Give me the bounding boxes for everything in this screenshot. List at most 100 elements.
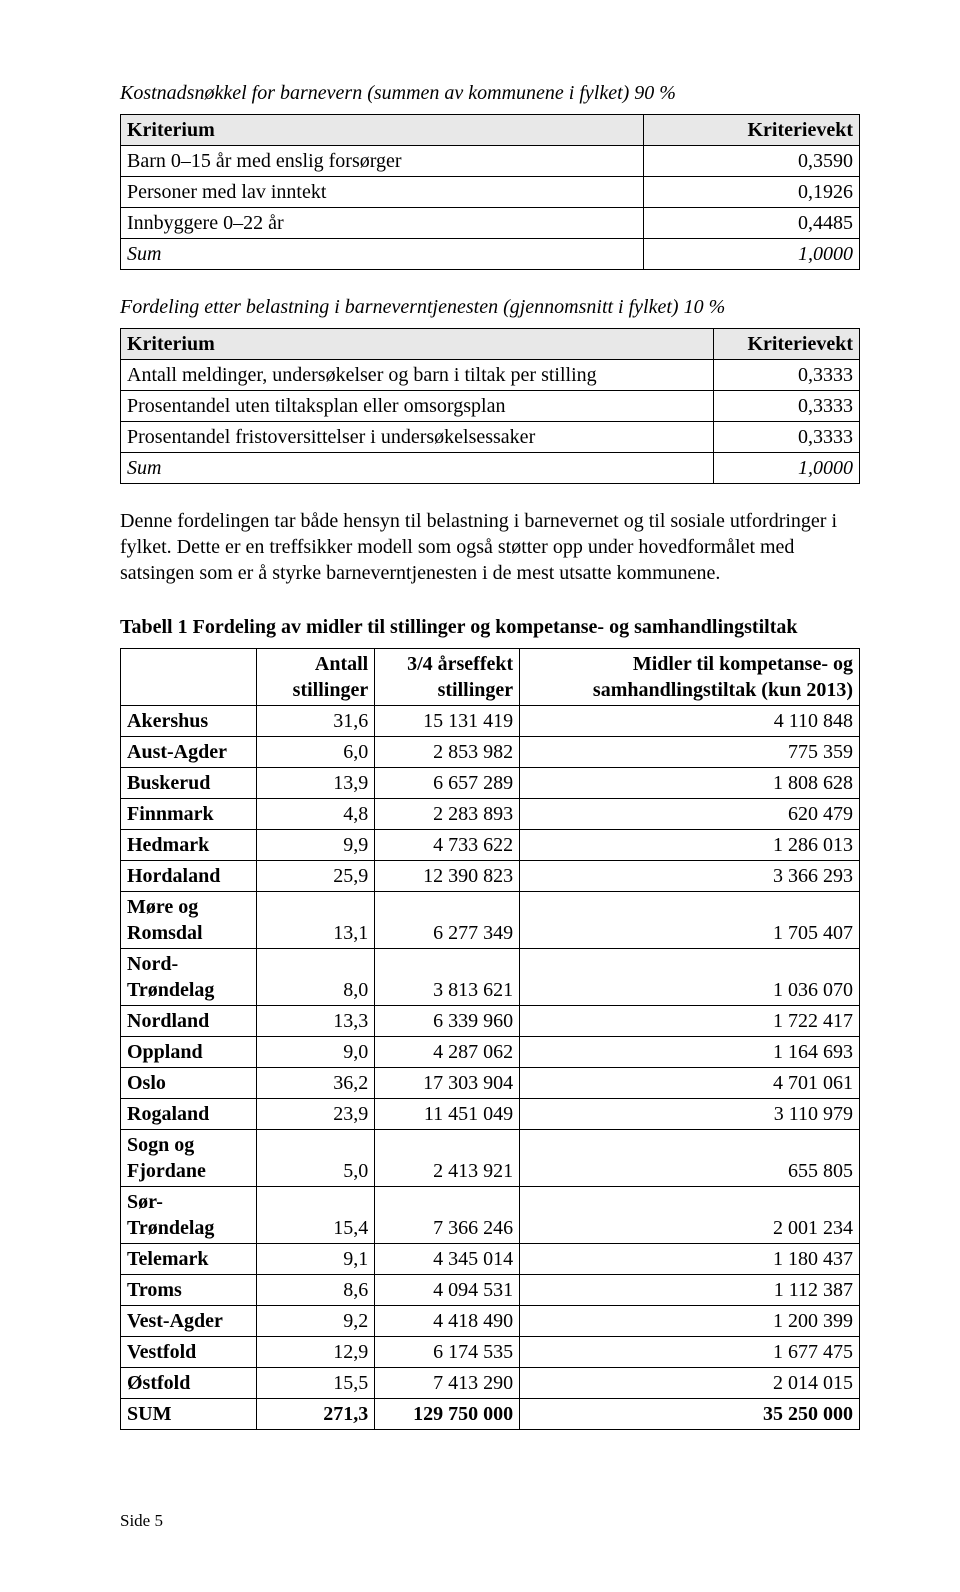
table-row-v3: 775 359 [520,737,860,768]
table1-header-kriterium: Kriterium [121,115,644,146]
table-row-v2: 11 451 049 [375,1099,520,1130]
table-row-v2: 6 277 349 [375,892,520,949]
page-footer: Side 5 [120,1510,860,1532]
table-row-v2: 4 418 490 [375,1306,520,1337]
table-sum-name: SUM [121,1399,257,1430]
table-row-v3: 4 701 061 [520,1068,860,1099]
table-row-name: Oppland [121,1037,257,1068]
table-row-v3: 1 722 417 [520,1006,860,1037]
table3-header-blank [121,649,257,706]
table-row-label: Prosentandel fristoversittelser i unders… [121,422,714,453]
table-row-v2: 6 174 535 [375,1337,520,1368]
table-row-v1: 8,0 [257,949,375,1006]
table-row-v2: 17 303 904 [375,1068,520,1099]
table-row-v2: 2 283 893 [375,799,520,830]
table-row-name: Buskerud [121,768,257,799]
table-row-v2: 4 287 062 [375,1037,520,1068]
table-row-v2: 4 345 014 [375,1244,520,1275]
table-row-name: Rogaland [121,1099,257,1130]
table3-caption: Tabell 1 Fordeling av midler til stillin… [120,614,860,640]
table3-header-midler: Midler til kompetanse- og samhandlingsti… [520,649,860,706]
table-row-name: Telemark [121,1244,257,1275]
table3-header-antall: Antall stillinger [257,649,375,706]
table-row-v1: 31,6 [257,706,375,737]
table-row-label: Prosentandel uten tiltaksplan eller omso… [121,391,714,422]
table-row-v2: 4 733 622 [375,830,520,861]
table-row-label: Innbyggere 0–22 år [121,208,644,239]
table-row-v2: 12 390 823 [375,861,520,892]
table-kostnadsnokkel: Kriterium Kriterievekt Barn 0–15 år med … [120,114,860,270]
table-row-v2: 3 813 621 [375,949,520,1006]
table-sum-label: Sum [121,453,714,484]
table-fordeling-belastning: Kriterium Kriterievekt Antall meldinger,… [120,328,860,484]
table-row-v3: 1 180 437 [520,1244,860,1275]
table-sum-v2: 129 750 000 [375,1399,520,1430]
table-row-v1: 25,9 [257,861,375,892]
table-sum-v3: 35 250 000 [520,1399,860,1430]
table-row-v3: 1 677 475 [520,1337,860,1368]
section2-heading: Fordeling etter belastning i barneverntj… [120,294,860,320]
table-row-name: Møre og Romsdal [121,892,257,949]
table-row-value: 0,3333 [714,422,860,453]
table-row-value: 0,3333 [714,391,860,422]
table-row-v3: 620 479 [520,799,860,830]
table-row-v1: 15,4 [257,1187,375,1244]
table2-header-kriterievekt: Kriterievekt [714,329,860,360]
table-row-v3: 1 112 387 [520,1275,860,1306]
table-row-value: 0,3333 [714,360,860,391]
table-row-v3: 1 705 407 [520,892,860,949]
table-row-label: Antall meldinger, undersøkelser og barn … [121,360,714,391]
table-row-name: Sogn og Fjordane [121,1130,257,1187]
table-row-v1: 9,1 [257,1244,375,1275]
table-row-v1: 15,5 [257,1368,375,1399]
body-paragraph: Denne fordelingen tar både hensyn til be… [120,508,860,586]
table-row-v3: 2 001 234 [520,1187,860,1244]
table-row-name: Hedmark [121,830,257,861]
table-row-name: Nordland [121,1006,257,1037]
table-row-value: 0,3590 [644,146,860,177]
table-row-name: Finnmark [121,799,257,830]
table-row-v2: 15 131 419 [375,706,520,737]
table-row-v1: 12,9 [257,1337,375,1368]
table-row-v1: 5,0 [257,1130,375,1187]
table-row-v1: 9,0 [257,1037,375,1068]
table-row-v3: 2 014 015 [520,1368,860,1399]
table-sum-value: 1,0000 [714,453,860,484]
table-row-name: Troms [121,1275,257,1306]
table-row-name: Østfold [121,1368,257,1399]
table-sum-value: 1,0000 [644,239,860,270]
table-fordeling-midler: Antall stillinger 3/4 årseffekt stilling… [120,648,860,1430]
table-row-v2: 7 413 290 [375,1368,520,1399]
table-row-name: Vestfold [121,1337,257,1368]
table-row-v2: 2 413 921 [375,1130,520,1187]
table-row-v1: 4,8 [257,799,375,830]
table-row-v2: 2 853 982 [375,737,520,768]
table-row-v3: 4 110 848 [520,706,860,737]
table-row-v3: 1 200 399 [520,1306,860,1337]
table-row-v3: 1 286 013 [520,830,860,861]
table-row-v1: 23,9 [257,1099,375,1130]
table-row-v1: 6,0 [257,737,375,768]
table-row-v2: 4 094 531 [375,1275,520,1306]
table-row-v1: 13,1 [257,892,375,949]
table-row-v3: 655 805 [520,1130,860,1187]
table-row-v2: 7 366 246 [375,1187,520,1244]
table-row-v3: 1 808 628 [520,768,860,799]
table-row-v1: 9,2 [257,1306,375,1337]
table-row-v3: 3 366 293 [520,861,860,892]
table-row-name: Sør-Trøndelag [121,1187,257,1244]
table-sum-v1: 271,3 [257,1399,375,1430]
table-row-v3: 3 110 979 [520,1099,860,1130]
table-row-name: Oslo [121,1068,257,1099]
table-row-v3: 1 036 070 [520,949,860,1006]
table-row-v1: 8,6 [257,1275,375,1306]
table-sum-label: Sum [121,239,644,270]
table-row-name: Vest-Agder [121,1306,257,1337]
table-row-label: Barn 0–15 år med enslig forsørger [121,146,644,177]
table-row-v2: 6 657 289 [375,768,520,799]
table1-header-kriterievekt: Kriterievekt [644,115,860,146]
table-row-v3: 1 164 693 [520,1037,860,1068]
table-row-value: 0,1926 [644,177,860,208]
table-row-name: Aust-Agder [121,737,257,768]
table-row-value: 0,4485 [644,208,860,239]
